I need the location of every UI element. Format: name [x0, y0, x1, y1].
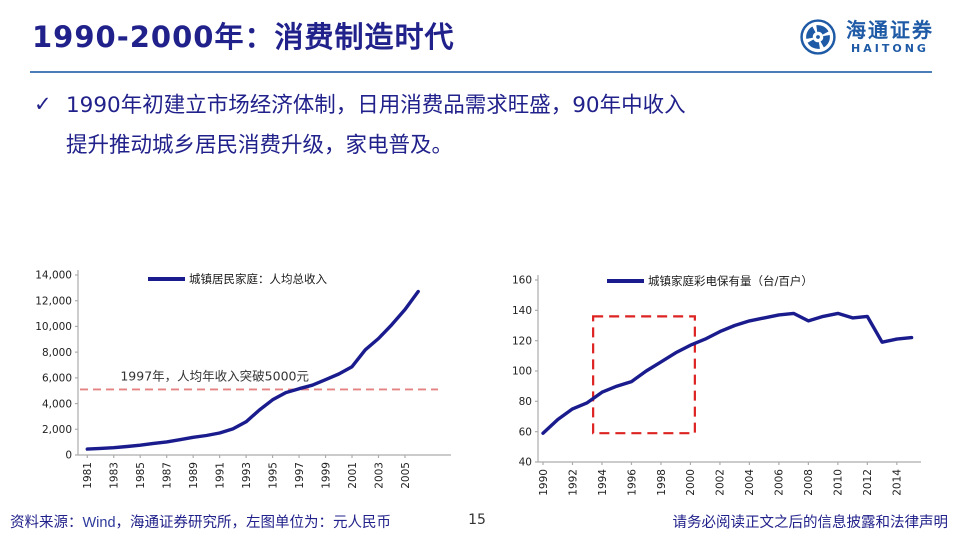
svg-text:1992: 1992 — [567, 469, 579, 496]
svg-text:100: 100 — [512, 366, 532, 378]
svg-text:1989: 1989 — [188, 462, 200, 489]
svg-text:1996: 1996 — [626, 469, 638, 496]
svg-text:1987: 1987 — [161, 462, 173, 489]
svg-text:1983: 1983 — [109, 462, 121, 489]
bullet-point: ✓ 1990年初建立市场经济体制，日用消费品需求旺盛，90年中收入 提升推动城乡… — [34, 86, 924, 166]
page-title: 1990-2000年：消费制造时代 — [32, 20, 455, 54]
logo-names: 海通证券 HAITONG — [846, 19, 934, 55]
footer-source-prefix: 资料来源： — [10, 515, 83, 531]
svg-text:4,000: 4,000 — [42, 398, 72, 410]
svg-text:80: 80 — [519, 396, 532, 408]
page-number: 15 — [468, 512, 486, 528]
title-divider — [30, 71, 932, 73]
svg-text:1997: 1997 — [294, 462, 306, 489]
svg-text:1997年，人均年收入突破5000元: 1997年，人均年收入突破5000元 — [120, 368, 309, 383]
svg-text:2001: 2001 — [347, 462, 359, 489]
svg-text:10,000: 10,000 — [35, 321, 72, 333]
svg-text:160: 160 — [512, 275, 532, 287]
svg-text:1994: 1994 — [597, 469, 609, 496]
svg-text:1999: 1999 — [320, 462, 332, 489]
svg-text:1993: 1993 — [241, 462, 253, 489]
svg-text:120: 120 — [512, 335, 532, 347]
footer-source-suffix: ，海通证券研究所，左图单位为：元人民币 — [115, 515, 392, 531]
svg-text:12,000: 12,000 — [35, 295, 72, 307]
haitong-logo: 海通证券 HAITONG — [799, 18, 934, 56]
svg-text:2008: 2008 — [803, 469, 815, 496]
svg-text:2005: 2005 — [400, 462, 412, 489]
svg-text:城镇居民家庭：人均总收入: 城镇居民家庭：人均总收入 — [189, 272, 327, 286]
logo-name-cn: 海通证券 — [846, 18, 934, 42]
svg-text:60: 60 — [519, 426, 532, 438]
income-line-chart: 1997年，人均年收入突破5000元 0 2,000 4,000 6,000 8,000 1… — [35, 270, 451, 489]
svg-text:1985: 1985 — [135, 462, 147, 489]
svg-text:2014: 2014 — [892, 469, 904, 496]
tv-ownership-line-chart: 40 60 80 100 120 140 160 1990 1992 1994 1996 1998 20… — [512, 274, 921, 496]
svg-text:1991: 1991 — [214, 462, 226, 489]
svg-text:1998: 1998 — [656, 469, 668, 496]
svg-text:城镇家庭彩电保有量（台/百户）: 城镇家庭彩电保有量（台/百户） — [648, 274, 813, 288]
svg-text:1990: 1990 — [538, 469, 550, 496]
svg-text:140: 140 — [512, 305, 532, 317]
svg-text:2,000: 2,000 — [42, 424, 72, 436]
bullet-text-line2: 提升推动城乡居民消费升级，家电普及。 — [66, 133, 454, 158]
svg-text:1981: 1981 — [82, 462, 94, 489]
svg-text:14,000: 14,000 — [35, 270, 72, 282]
svg-text:8,000: 8,000 — [42, 347, 72, 359]
svg-text:6,000: 6,000 — [42, 373, 72, 385]
svg-text:0: 0 — [65, 450, 72, 462]
svg-text:40: 40 — [519, 457, 532, 469]
svg-text:2002: 2002 — [715, 469, 727, 496]
svg-text:1995: 1995 — [267, 462, 279, 489]
bullet-text: 1990年初建立市场经济体制，日用消费品需求旺盛，90年中收入 提升推动城乡居民… — [66, 86, 924, 166]
svg-text:2010: 2010 — [833, 469, 845, 496]
haitong-logo-icon — [800, 19, 836, 55]
logo-name-en: HAITONG — [851, 42, 929, 55]
checkmark-icon: ✓ — [34, 92, 52, 116]
svg-text:2006: 2006 — [774, 469, 786, 496]
footer-source: 资料来源：Wind，海通证券研究所，左图单位为：元人民币 — [10, 511, 391, 532]
footer-source-wind: Wind — [82, 515, 116, 531]
svg-text:2003: 2003 — [373, 462, 385, 489]
svg-text:2004: 2004 — [744, 469, 756, 496]
footer-disclaimer: 请务必阅读正文之后的信息披露和法律声明 — [672, 515, 949, 531]
svg-text:2012: 2012 — [862, 469, 874, 496]
bullet-text-line1: 1990年初建立市场经济体制，日用消费品需求旺盛，90年中收入 — [66, 93, 686, 118]
svg-text:2000: 2000 — [685, 469, 697, 496]
